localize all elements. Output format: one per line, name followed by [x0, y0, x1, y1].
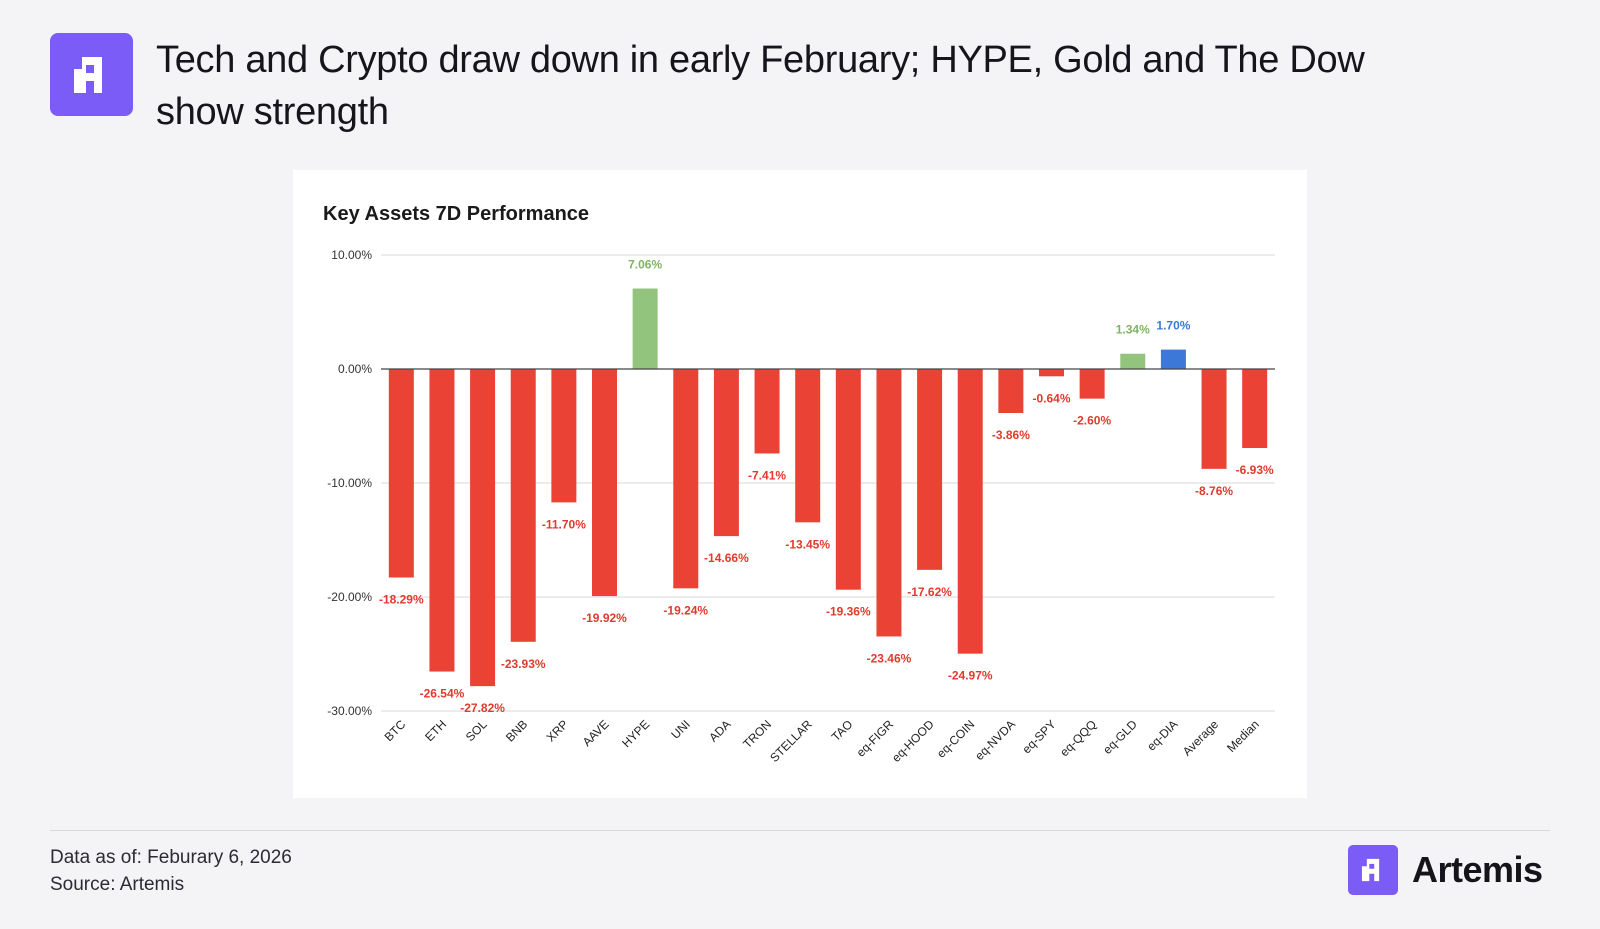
- data-label: -18.29%: [379, 593, 424, 607]
- data-label: -3.86%: [992, 428, 1030, 442]
- artemis-logo-glyph: [73, 56, 102, 93]
- x-tick-label: eq-DIA: [1144, 717, 1180, 753]
- bar-stellar: [795, 369, 821, 523]
- bar-sol: [470, 369, 496, 687]
- y-tick-label: -10.00%: [327, 476, 372, 490]
- bar-tao: [835, 369, 861, 590]
- data-label: -24.97%: [948, 669, 993, 683]
- data-label: -27.82%: [460, 701, 505, 715]
- bar-eth: [429, 369, 455, 672]
- data-label: -19.92%: [582, 611, 627, 625]
- brand-name: Artemis: [1412, 849, 1543, 890]
- data-label: -7.41%: [748, 468, 786, 482]
- data-label: -23.46%: [867, 651, 912, 665]
- y-tick-label: -30.00%: [327, 704, 372, 718]
- bar-eq-nvda: [998, 369, 1024, 414]
- x-tick-label: BNB: [503, 717, 530, 744]
- x-tick-label: AAVE: [580, 717, 612, 749]
- x-tick-label: Average: [1180, 717, 1222, 759]
- data-label: -6.93%: [1236, 463, 1274, 477]
- y-tick-label: -20.00%: [327, 590, 372, 604]
- data-label: -19.24%: [663, 603, 708, 617]
- footer-meta: Data as of: Feburary 6, 2026 Source: Art…: [50, 844, 292, 898]
- data-label: -2.60%: [1073, 414, 1111, 428]
- x-tick-label: eq-GLD: [1100, 717, 1140, 757]
- data-label: -17.62%: [907, 585, 952, 599]
- y-tick-label: 0.00%: [338, 362, 372, 376]
- bar-average: [1201, 369, 1227, 469]
- x-tick-label: eq-SPY: [1019, 717, 1058, 756]
- artemis-brand-icon: [1348, 845, 1398, 895]
- bar-uni: [673, 369, 699, 589]
- x-tick-label: eq-HOOD: [889, 717, 937, 765]
- bar-median: [1242, 369, 1268, 449]
- bar-eq-figr: [876, 369, 902, 637]
- y-tick-label: 10.00%: [331, 248, 372, 262]
- x-tick-label: eq-COIN: [934, 717, 977, 760]
- x-tick-label: HYPE: [619, 717, 652, 750]
- x-tick-label: STELLAR: [767, 717, 815, 765]
- artemis-brand-glyph: [1361, 858, 1380, 882]
- data-label: 1.70%: [1156, 319, 1190, 333]
- chart-title: Key Assets 7D Performance: [323, 203, 589, 225]
- data-label: 7.06%: [628, 258, 662, 272]
- data-label: -11.70%: [542, 517, 586, 531]
- bar-xrp: [551, 369, 577, 503]
- data-label: -13.45%: [785, 537, 830, 551]
- brand-lockup: Artemis: [1348, 845, 1543, 895]
- bar-eq-coin: [957, 369, 983, 654]
- bar-hype: [632, 288, 658, 369]
- data-label: -8.76%: [1195, 484, 1233, 498]
- x-tick-label: TRON: [740, 717, 774, 751]
- artemis-logo-icon: [50, 33, 133, 116]
- bar-bnb: [510, 369, 536, 642]
- data-label: -26.54%: [420, 687, 465, 701]
- footer-divider: [50, 830, 1550, 831]
- bar-btc: [388, 369, 414, 578]
- x-tick-label: XRP: [544, 717, 571, 744]
- data-as-of: Data as of: Feburary 6, 2026: [50, 847, 292, 868]
- bar-eq-qqq: [1079, 369, 1105, 399]
- data-label: -14.66%: [704, 551, 749, 565]
- data-label: -0.64%: [1032, 391, 1070, 405]
- bar-eq-hood: [917, 369, 943, 570]
- x-tick-label: eq-NVDA: [972, 717, 1018, 763]
- bar-tron: [754, 369, 780, 454]
- source-text: Source: Artemis: [50, 874, 185, 895]
- bar-ada: [713, 369, 739, 537]
- x-tick-label: Median: [1224, 717, 1262, 755]
- bar-eq-dia: [1160, 349, 1186, 369]
- bar-aave: [592, 369, 617, 597]
- x-tick-label: BTC: [382, 717, 409, 744]
- x-tick-label: ETH: [422, 717, 449, 744]
- x-tick-label: TAO: [829, 717, 856, 744]
- data-label: -23.93%: [501, 657, 546, 671]
- x-tick-label: eq-QQQ: [1057, 717, 1099, 759]
- x-tick-label: ADA: [706, 717, 733, 744]
- page-title: Tech and Crypto draw down in early Febru…: [156, 39, 1365, 133]
- data-label: -19.36%: [826, 605, 871, 619]
- data-label: 1.34%: [1116, 323, 1150, 337]
- x-tick-label: SOL: [463, 717, 490, 744]
- bar-chart: Key Assets 7D Performance -18.29% -26.54%…: [323, 203, 1275, 765]
- chart-card: Key Assets 7D Performance -18.29% -26.54%…: [293, 170, 1307, 798]
- x-tick-label: UNI: [668, 717, 693, 742]
- bar-eq-gld: [1120, 353, 1146, 369]
- bar-eq-spy: [1039, 369, 1064, 377]
